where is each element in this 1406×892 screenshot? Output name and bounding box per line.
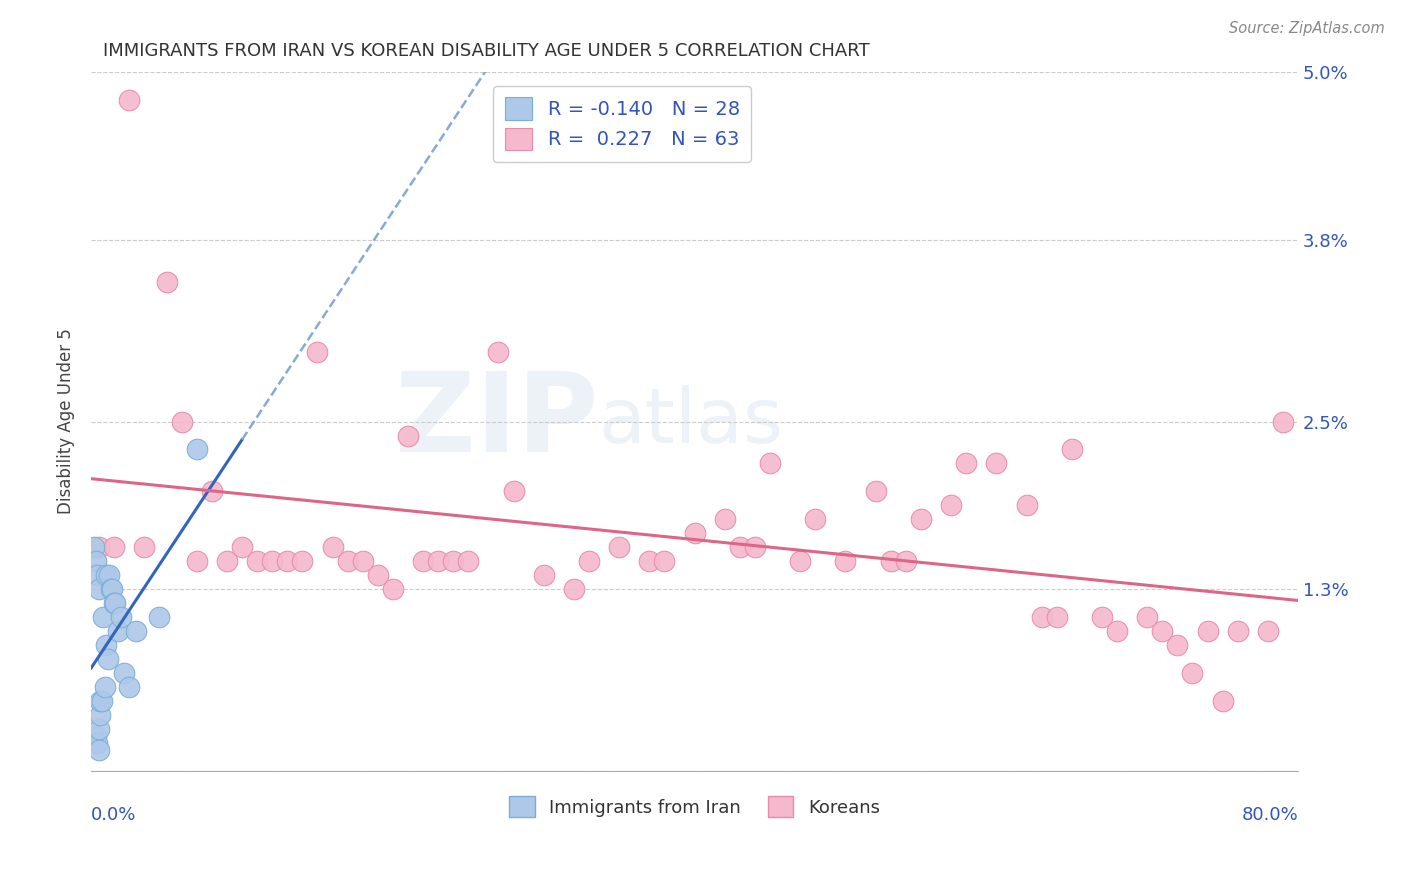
Point <box>683 526 706 541</box>
Point <box>1105 624 1128 638</box>
Point <box>607 541 630 555</box>
Point <box>87 582 110 596</box>
Point <box>396 428 419 442</box>
Point <box>1257 624 1279 638</box>
Point <box>170 415 193 429</box>
Point <box>103 596 125 610</box>
Point <box>100 582 122 596</box>
Point <box>89 707 111 722</box>
Point <box>201 484 224 499</box>
Point <box>578 554 600 568</box>
Point <box>1046 610 1069 624</box>
Point <box>1091 610 1114 624</box>
Point <box>1181 665 1204 680</box>
Point <box>87 541 110 555</box>
Point <box>91 610 114 624</box>
Point <box>412 554 434 568</box>
Point <box>118 680 141 694</box>
Point <box>87 722 110 736</box>
Point <box>713 512 735 526</box>
Point <box>441 554 464 568</box>
Point <box>638 554 661 568</box>
Point <box>98 568 121 582</box>
Point <box>112 665 135 680</box>
Point <box>322 541 344 555</box>
Point <box>894 554 917 568</box>
Point <box>262 554 284 568</box>
Point <box>427 554 450 568</box>
Point <box>103 541 125 555</box>
Point <box>865 484 887 499</box>
Point <box>654 554 676 568</box>
Point <box>155 275 177 289</box>
Point <box>759 457 782 471</box>
Point <box>307 344 329 359</box>
Point <box>533 568 555 582</box>
Legend: Immigrants from Iran, Koreans: Immigrants from Iran, Koreans <box>502 789 887 824</box>
Point <box>90 694 112 708</box>
Point <box>1166 638 1188 652</box>
Point <box>1197 624 1219 638</box>
Point <box>246 554 269 568</box>
Point <box>1015 499 1038 513</box>
Point <box>352 554 374 568</box>
Point <box>1136 610 1159 624</box>
Point <box>1031 610 1053 624</box>
Point <box>986 457 1008 471</box>
Point <box>132 541 155 555</box>
Point <box>118 94 141 108</box>
Point <box>488 344 510 359</box>
Point <box>1152 624 1174 638</box>
Point <box>939 499 962 513</box>
Point <box>96 638 118 652</box>
Point <box>381 582 404 596</box>
Point <box>215 554 238 568</box>
Text: atlas: atlas <box>598 384 783 458</box>
Point <box>367 568 389 582</box>
Text: 80.0%: 80.0% <box>1241 805 1298 823</box>
Point <box>83 541 105 555</box>
Point <box>1226 624 1249 638</box>
Text: 0.0%: 0.0% <box>91 805 136 823</box>
Point <box>186 554 208 568</box>
Point <box>93 680 115 694</box>
Text: Source: ZipAtlas.com: Source: ZipAtlas.com <box>1229 21 1385 36</box>
Point <box>502 484 524 499</box>
Point <box>89 694 111 708</box>
Point <box>562 582 585 596</box>
Point <box>96 568 118 582</box>
Point <box>910 512 932 526</box>
Point <box>84 554 107 568</box>
Point <box>1060 442 1083 457</box>
Point <box>276 554 298 568</box>
Text: IMMIGRANTS FROM IRAN VS KOREAN DISABILITY AGE UNDER 5 CORRELATION CHART: IMMIGRANTS FROM IRAN VS KOREAN DISABILIT… <box>103 42 870 60</box>
Point <box>744 541 766 555</box>
Point <box>1212 694 1234 708</box>
Point <box>834 554 856 568</box>
Point <box>86 568 108 582</box>
Point <box>86 736 108 750</box>
Point <box>291 554 314 568</box>
Point <box>789 554 811 568</box>
Point <box>148 610 170 624</box>
Point <box>955 457 977 471</box>
Y-axis label: Disability Age Under 5: Disability Age Under 5 <box>58 328 75 515</box>
Point <box>87 743 110 757</box>
Point <box>101 582 124 596</box>
Text: ZIP: ZIP <box>395 368 598 475</box>
Point <box>125 624 148 638</box>
Point <box>97 652 120 666</box>
Point <box>804 512 827 526</box>
Point <box>880 554 903 568</box>
Point <box>186 442 208 457</box>
Point <box>1272 415 1295 429</box>
Point <box>84 729 107 743</box>
Point <box>231 541 253 555</box>
Point <box>104 596 127 610</box>
Point <box>336 554 359 568</box>
Point <box>728 541 751 555</box>
Point <box>110 610 132 624</box>
Point <box>107 624 129 638</box>
Point <box>457 554 479 568</box>
